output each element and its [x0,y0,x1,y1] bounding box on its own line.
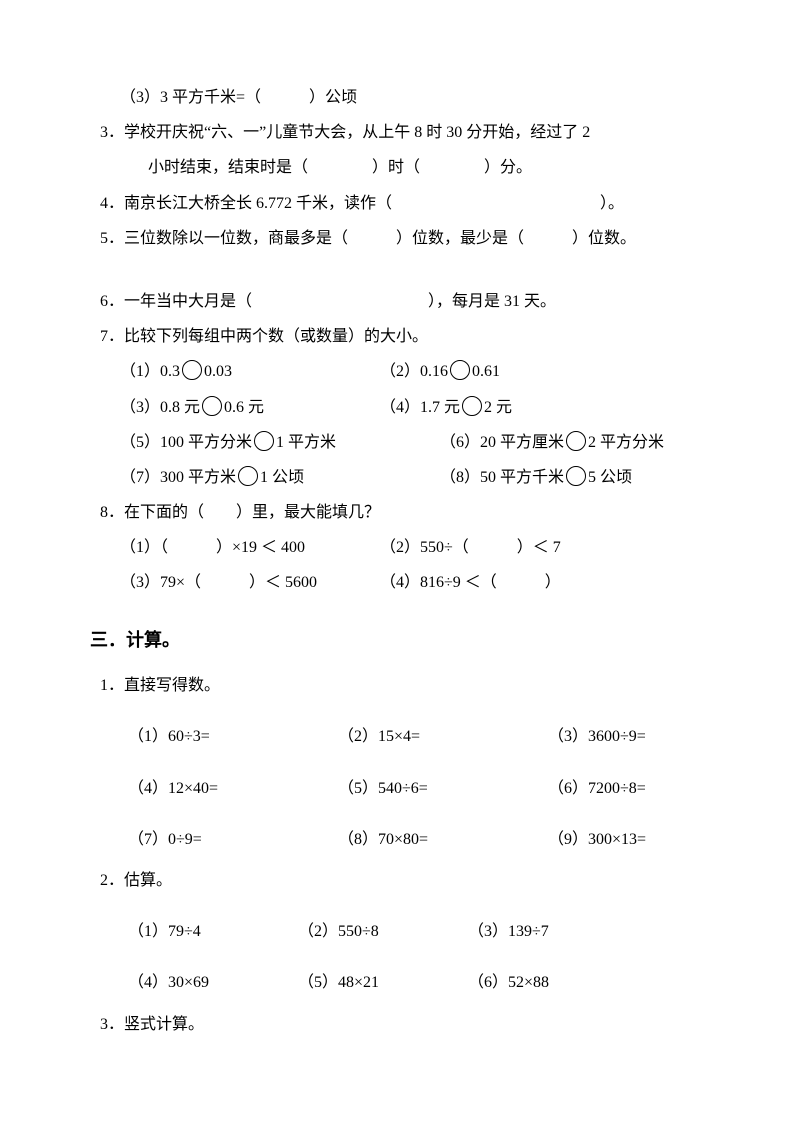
item: （1）79÷4 [128,914,298,949]
circle-icon [462,396,482,416]
text: 5．三位数除以一位数，商最多是（ ）位数，最少是（ ）位数。 [100,230,636,247]
section-3-title: 三．计算。 [60,621,740,661]
circle-icon [202,396,222,416]
s3-1-row2: （4）12×40= （5）540÷6= （6）7200÷8= [60,771,740,806]
lhs: （5）100 平方分米 [120,434,252,451]
item: （2）550÷8 [298,914,468,949]
text: （3）3 平方千米=（ ）公顷 [120,89,357,106]
s3-1-row3: （7）0÷9= （8）70×80= （9）300×13= [60,822,740,857]
text: 7．比较下列每组中两个数（或数量）的大小。 [100,328,428,345]
rhs: 5 公顷 [588,469,632,486]
text: 1．直接写得数。 [100,677,220,694]
rhs: 2 平方分米 [588,434,664,451]
s3-2-row1: （1）79÷4 （2）550÷8 （3）139÷7 [60,914,740,949]
circle-icon [566,431,586,451]
rhs: 0.6 元 [224,399,264,416]
q7-3: （3）0.8 元 0.6 元 [120,390,380,425]
q7-4: （4）1.7 元 2 元 [380,390,700,425]
item: （3）3600÷9= [548,719,758,754]
q7-2: （2）0.16 0.61 [380,354,700,389]
rhs: 1 平方米 [276,434,336,451]
text: 小时结束，结束时是（ ）时（ ）分。 [148,159,532,176]
item: （6）52×88 [468,965,638,1000]
text: 3．学校开庆祝“六、一”儿童节大会，从上午 8 时 30 分开始，经过了 2 [100,124,590,141]
lhs: （1）0.3 [120,363,180,380]
lhs: （7）300 平方米 [120,469,236,486]
text: 2．估算。 [100,872,172,889]
q8-4: （4）816÷9 ＜（ ） [380,565,700,600]
circle-icon [238,466,258,486]
q7-row2: （3）0.8 元 0.6 元 （4）1.7 元 2 元 [60,390,740,425]
rhs: 1 公顷 [260,469,304,486]
q5: 5．三位数除以一位数，商最多是（ ）位数，最少是（ ）位数。 [60,221,740,256]
q4: 4．南京长江大桥全长 6.772 千米，读作（ ）。 [60,186,740,221]
item: （9）300×13= [548,822,758,857]
text: 3．竖式计算。 [100,1016,204,1033]
lhs: （2）0.16 [380,363,448,380]
q7-5: （5）100 平方分米 1 平方米 [120,425,440,460]
rhs: 0.03 [204,363,232,380]
lhs: （4）1.7 元 [380,399,460,416]
lhs: （3）0.8 元 [120,399,200,416]
item: （1）60÷3= [128,719,338,754]
q8-row1: （1）（ ）×19 ＜ 400 （2）550÷（ ）＜ 7 [60,530,740,565]
text: 8．在下面的（ ）里，最大能填几？ [100,504,380,521]
q7: 7．比较下列每组中两个数（或数量）的大小。 [60,319,740,354]
lhs: （8）50 平方千米 [440,469,564,486]
text: 6．一年当中大月是（ ），每月是 31 天。 [100,293,556,310]
item: （6）7200÷8= [548,771,758,806]
s3-1-row1: （1）60÷3= （2）15×4= （3）3600÷9= [60,719,740,754]
s3-2-row2: （4）30×69 （5）48×21 （6）52×88 [60,965,740,1000]
text: 4．南京长江大桥全长 6.772 千米，读作（ ）。 [100,195,624,212]
q8-1: （1）（ ）×19 ＜ 400 [120,530,380,565]
q8-2: （2）550÷（ ）＜ 7 [380,530,700,565]
item: （3）139÷7 [468,914,638,949]
lhs: （6）20 平方厘米 [440,434,564,451]
q7-6: （6）20 平方厘米 2 平方分米 [440,425,760,460]
q3-line1: 3．学校开庆祝“六、一”儿童节大会，从上午 8 时 30 分开始，经过了 2 [60,115,740,150]
circle-icon [450,360,470,380]
item: （7）0÷9= [128,822,338,857]
item: （5）540÷6= [338,771,548,806]
q8-3: （3）79×（ ）＜ 5600 [120,565,380,600]
q8: 8．在下面的（ ）里，最大能填几？ [60,495,740,530]
rhs: 0.61 [472,363,500,380]
item: （4）12×40= [128,771,338,806]
q7-7: （7）300 平方米 1 公顷 [120,460,440,495]
q2-sub3: （3）3 平方千米=（ ）公顷 [60,80,740,115]
circle-icon [182,360,202,380]
s3-2: 2．估算。 [60,863,740,898]
circle-icon [254,431,274,451]
q6: 6．一年当中大月是（ ），每月是 31 天。 [60,284,740,319]
q7-1: （1）0.3 0.03 [120,354,380,389]
q7-row1: （1）0.3 0.03 （2）0.16 0.61 [60,354,740,389]
item: （4）30×69 [128,965,298,1000]
item: （8）70×80= [338,822,548,857]
s3-3: 3．竖式计算。 [60,1007,740,1042]
item: （5）48×21 [298,965,468,1000]
q3-line2: 小时结束，结束时是（ ）时（ ）分。 [60,150,740,185]
q8-row2: （3）79×（ ）＜ 5600 （4）816÷9 ＜（ ） [60,565,740,600]
q7-8: （8）50 平方千米 5 公顷 [440,460,760,495]
circle-icon [566,466,586,486]
q7-row4: （7）300 平方米 1 公顷 （8）50 平方千米 5 公顷 [60,460,740,495]
item: （2）15×4= [338,719,548,754]
rhs: 2 元 [484,399,512,416]
s3-1: 1．直接写得数。 [60,668,740,703]
q7-row3: （5）100 平方分米 1 平方米 （6）20 平方厘米 2 平方分米 [60,425,740,460]
